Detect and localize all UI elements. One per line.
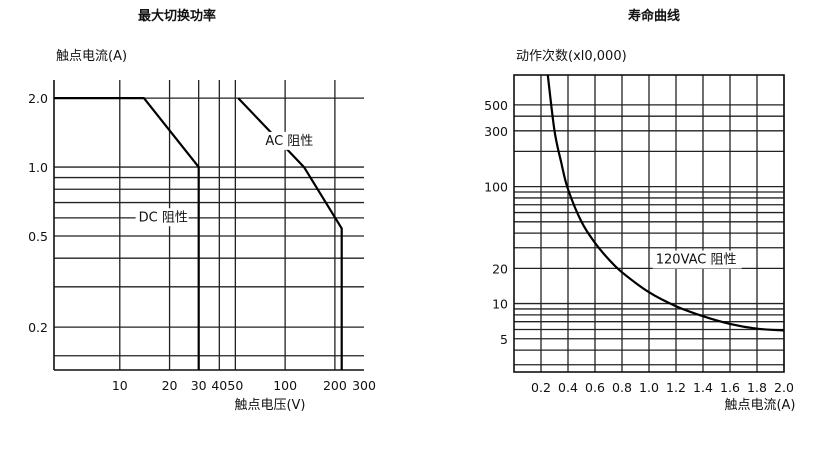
x-axis-label: 触点电流(A) bbox=[724, 398, 795, 413]
x-tick-label: 100 bbox=[273, 378, 297, 393]
annotation-bg bbox=[262, 131, 316, 150]
x-tick-label: 300 bbox=[352, 378, 376, 393]
x-tick-label: 0.4 bbox=[558, 380, 578, 395]
annotation-bg bbox=[135, 208, 189, 227]
x-tick-label: 1.2 bbox=[666, 380, 686, 395]
y-tick-label: 1.0 bbox=[28, 160, 48, 175]
y-axis-label: 动作次数(xl0,000) bbox=[516, 48, 627, 64]
y-axis-label: 触点电流(A) bbox=[56, 49, 127, 64]
y-tick-label: 5 bbox=[500, 332, 508, 347]
x-tick-label: 1.0 bbox=[639, 380, 659, 395]
chart-title: 最大切换功率 bbox=[138, 8, 216, 24]
y-tick-label: 0.2 bbox=[28, 320, 48, 335]
y-tick-label: 20 bbox=[492, 261, 508, 276]
y-tick-label: 500 bbox=[484, 98, 508, 113]
plot-frame bbox=[513, 74, 785, 373]
series-annotation: DC 阻性 bbox=[139, 210, 188, 225]
series-line-0 bbox=[54, 97, 200, 370]
x-tick-label: 1.6 bbox=[720, 380, 740, 395]
x-tick-label: 30 bbox=[191, 378, 207, 393]
y-tick-label: 300 bbox=[484, 124, 508, 139]
series-annotation: 120VAC 阻性 bbox=[656, 253, 737, 268]
y-tick-label: 100 bbox=[484, 180, 508, 195]
x-tick-label: 1.4 bbox=[693, 380, 713, 395]
series-line-0 bbox=[546, 74, 785, 332]
x-axis-label: 触点电压(V) bbox=[234, 398, 305, 413]
x-tick-label: 0.8 bbox=[612, 380, 632, 395]
y-tick-label: 10 bbox=[492, 297, 508, 312]
x-tick-label: 50 bbox=[227, 378, 243, 393]
x-tick-label: 20 bbox=[162, 378, 178, 393]
x-tick-label: 0.6 bbox=[585, 380, 605, 395]
chart-title: 寿命曲线 bbox=[628, 8, 680, 24]
x-tick-label: 2.0 bbox=[774, 380, 794, 395]
x-tick-label: 1.8 bbox=[747, 380, 767, 395]
series-annotation: AC 阻性 bbox=[265, 134, 313, 149]
y-tick-label: 2.0 bbox=[28, 91, 48, 106]
annotation-bg bbox=[652, 250, 742, 269]
x-tick-label: 0.2 bbox=[531, 380, 551, 395]
y-tick-label: 0.5 bbox=[28, 229, 48, 244]
x-tick-label: 200 bbox=[323, 378, 347, 393]
x-tick-label: 10 bbox=[112, 378, 128, 393]
x-tick-label: 40 bbox=[211, 378, 227, 393]
